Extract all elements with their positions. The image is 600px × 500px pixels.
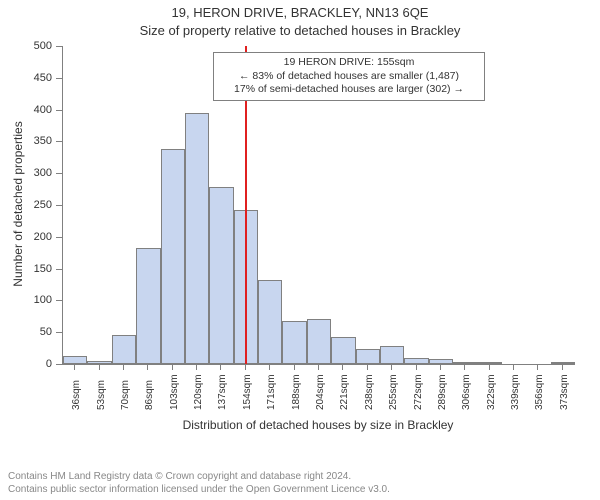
xtick-label: 306sqm xyxy=(461,374,472,410)
ytick-line xyxy=(56,237,62,238)
ytick-line xyxy=(56,173,62,174)
plot-area: 19 HERON DRIVE: 155sqm ← 83% of detached… xyxy=(62,46,575,365)
bar xyxy=(87,361,111,364)
xtick-label: 86sqm xyxy=(144,380,155,410)
ytick-label: 150 xyxy=(0,263,52,275)
xtick-line xyxy=(245,364,246,370)
ytick-label: 200 xyxy=(0,231,52,243)
ytick-label: 400 xyxy=(0,104,52,116)
ytick-line xyxy=(56,300,62,301)
ytick-line xyxy=(56,332,62,333)
ytick-line xyxy=(56,141,62,142)
annotation-line-3: 17% of semi-detached houses are larger (… xyxy=(220,83,478,97)
bar xyxy=(161,149,185,364)
xtick-line xyxy=(318,364,319,370)
xtick-label: 103sqm xyxy=(169,374,180,410)
title-address: 19, HERON DRIVE, BRACKLEY, NN13 6QE xyxy=(0,4,600,22)
xtick-line xyxy=(489,364,490,370)
xtick-label: 339sqm xyxy=(510,374,521,410)
bar xyxy=(258,280,282,364)
xtick-label: 154sqm xyxy=(242,374,253,410)
xtick-line xyxy=(464,364,465,370)
xtick-line xyxy=(269,364,270,370)
ytick-label: 450 xyxy=(0,72,52,84)
xtick-label: 238sqm xyxy=(364,374,375,410)
xtick-label: 373sqm xyxy=(559,374,570,410)
bar xyxy=(356,349,380,364)
chart-titles: 19, HERON DRIVE, BRACKLEY, NN13 6QE Size… xyxy=(0,0,600,39)
xtick-line xyxy=(562,364,563,370)
ytick-line xyxy=(56,205,62,206)
bar xyxy=(477,362,501,364)
bar xyxy=(282,321,306,364)
ytick-label: 250 xyxy=(0,199,52,211)
footer-line-1: Contains HM Land Registry data © Crown c… xyxy=(8,471,390,484)
bar xyxy=(136,248,160,364)
xtick-label: 171sqm xyxy=(266,374,277,410)
ytick-label: 500 xyxy=(0,40,52,52)
xtick-line xyxy=(99,364,100,370)
xtick-line xyxy=(294,364,295,370)
xtick-line xyxy=(440,364,441,370)
xtick-line xyxy=(172,364,173,370)
xtick-label: 289sqm xyxy=(437,374,448,410)
bar xyxy=(331,337,355,364)
bar xyxy=(63,356,87,364)
annotation-box: 19 HERON DRIVE: 155sqm ← 83% of detached… xyxy=(213,52,485,101)
x-axis-label: Distribution of detached houses by size … xyxy=(62,418,574,432)
ytick-label: 100 xyxy=(0,294,52,306)
xtick-line xyxy=(416,364,417,370)
ytick-line xyxy=(56,269,62,270)
bar xyxy=(112,335,136,364)
ytick-line xyxy=(56,46,62,47)
ytick-label: 0 xyxy=(0,358,52,370)
footer-attribution: Contains HM Land Registry data © Crown c… xyxy=(8,471,390,496)
xtick-label: 272sqm xyxy=(413,374,424,410)
xtick-line xyxy=(147,364,148,370)
xtick-label: 53sqm xyxy=(96,380,107,410)
xtick-line xyxy=(123,364,124,370)
ytick-line xyxy=(56,110,62,111)
bar xyxy=(551,362,575,364)
xtick-line xyxy=(391,364,392,370)
xtick-label: 356sqm xyxy=(534,374,545,410)
xtick-line xyxy=(74,364,75,370)
xtick-label: 188sqm xyxy=(291,374,302,410)
xtick-line xyxy=(513,364,514,370)
annotation-line-2: ← 83% of detached houses are smaller (1,… xyxy=(220,70,478,84)
xtick-label: 36sqm xyxy=(71,380,82,410)
xtick-label: 221sqm xyxy=(339,374,350,410)
xtick-line xyxy=(342,364,343,370)
xtick-label: 70sqm xyxy=(120,380,131,410)
bar xyxy=(209,187,233,364)
xtick-line xyxy=(196,364,197,370)
bar xyxy=(185,113,209,364)
ytick-line xyxy=(56,78,62,79)
xtick-label: 137sqm xyxy=(217,374,228,410)
bar xyxy=(453,362,477,364)
xtick-label: 255sqm xyxy=(388,374,399,410)
xtick-line xyxy=(537,364,538,370)
xtick-label: 120sqm xyxy=(193,374,204,410)
xtick-label: 204sqm xyxy=(315,374,326,410)
chart-container: Number of detached properties 19 HERON D… xyxy=(0,36,600,442)
bar xyxy=(380,346,404,364)
ytick-label: 300 xyxy=(0,167,52,179)
bar xyxy=(404,358,428,364)
xtick-line xyxy=(367,364,368,370)
bar xyxy=(429,359,453,364)
annotation-line-1: 19 HERON DRIVE: 155sqm xyxy=(220,56,478,70)
ytick-line xyxy=(56,364,62,365)
xtick-line xyxy=(220,364,221,370)
footer-line-2: Contains public sector information licen… xyxy=(8,484,390,497)
xtick-label: 322sqm xyxy=(486,374,497,410)
bar xyxy=(307,319,331,364)
ytick-label: 350 xyxy=(0,135,52,147)
ytick-label: 50 xyxy=(0,326,52,338)
